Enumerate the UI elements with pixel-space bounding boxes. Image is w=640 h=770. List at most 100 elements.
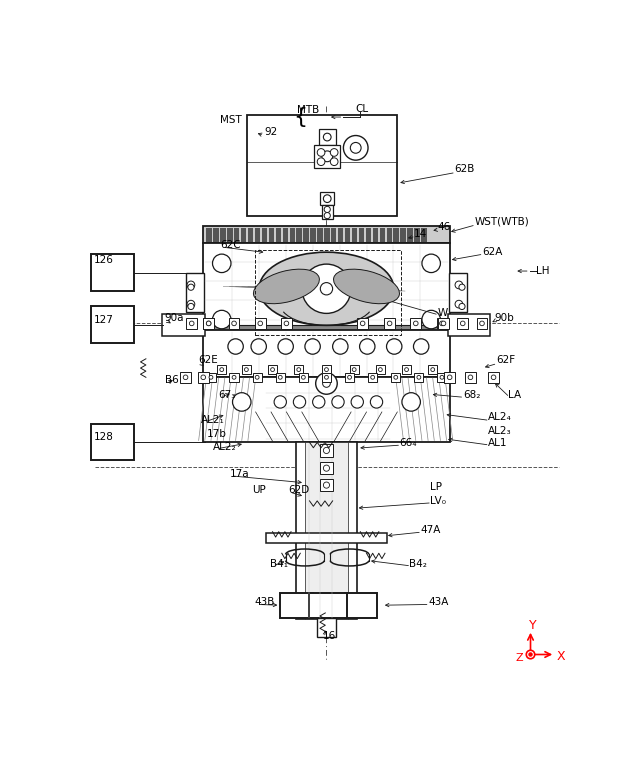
Circle shape: [188, 284, 194, 290]
Circle shape: [228, 339, 243, 354]
Text: 127: 127: [94, 315, 114, 324]
Circle shape: [301, 375, 305, 379]
Circle shape: [330, 158, 338, 166]
Text: 46: 46: [437, 223, 451, 232]
Circle shape: [352, 367, 356, 371]
Bar: [228, 318, 239, 329]
Bar: [213, 228, 219, 242]
Text: 67₃: 67₃: [219, 390, 236, 400]
Circle shape: [447, 375, 452, 380]
Circle shape: [317, 149, 325, 156]
Bar: [269, 228, 274, 242]
Bar: [204, 377, 450, 442]
Text: 66₄: 66₄: [399, 438, 417, 447]
Circle shape: [324, 367, 328, 371]
Bar: [289, 228, 295, 242]
Circle shape: [232, 321, 236, 326]
Circle shape: [459, 303, 465, 310]
Bar: [349, 365, 359, 374]
Bar: [387, 228, 392, 242]
Circle shape: [422, 254, 440, 273]
Bar: [255, 228, 260, 242]
Circle shape: [394, 375, 397, 379]
Circle shape: [360, 321, 365, 326]
Bar: [180, 372, 191, 383]
Circle shape: [316, 373, 337, 394]
Circle shape: [387, 321, 392, 326]
Bar: [488, 372, 499, 383]
Bar: [331, 228, 337, 242]
Bar: [465, 372, 476, 383]
Text: AL2₄: AL2₄: [488, 413, 512, 422]
Bar: [357, 318, 368, 329]
Text: 68₂: 68₂: [463, 390, 480, 400]
Bar: [220, 228, 225, 242]
Circle shape: [480, 321, 484, 326]
Circle shape: [371, 396, 383, 408]
Bar: [310, 228, 316, 242]
Bar: [276, 228, 281, 242]
Bar: [283, 228, 288, 242]
Bar: [296, 228, 302, 242]
Circle shape: [413, 321, 418, 326]
Bar: [281, 318, 292, 329]
Circle shape: [297, 367, 301, 371]
Text: 17b: 17b: [206, 429, 226, 438]
Circle shape: [422, 310, 440, 329]
Bar: [91, 306, 134, 343]
Circle shape: [460, 321, 465, 326]
Text: 17a: 17a: [230, 469, 249, 478]
Circle shape: [323, 482, 330, 488]
Bar: [380, 228, 385, 242]
Bar: [320, 192, 334, 205]
Bar: [414, 228, 420, 242]
Circle shape: [526, 650, 535, 659]
Ellipse shape: [333, 270, 399, 303]
Circle shape: [455, 281, 463, 289]
Text: 47A: 47A: [420, 525, 441, 534]
Bar: [276, 373, 285, 382]
Text: 62A: 62A: [482, 247, 502, 256]
Circle shape: [278, 375, 282, 379]
Text: WST(WTB): WST(WTB): [474, 217, 529, 226]
Bar: [317, 228, 323, 242]
Circle shape: [258, 321, 262, 326]
Circle shape: [431, 367, 435, 371]
Bar: [299, 373, 308, 382]
Circle shape: [320, 283, 333, 295]
Circle shape: [212, 254, 231, 273]
Bar: [436, 318, 447, 329]
Bar: [365, 228, 371, 242]
Bar: [206, 373, 216, 382]
Bar: [320, 444, 333, 457]
Bar: [345, 373, 354, 382]
Bar: [303, 228, 308, 242]
Text: LV₀: LV₀: [431, 496, 447, 505]
Circle shape: [330, 149, 338, 156]
Bar: [230, 373, 239, 382]
Bar: [308, 593, 348, 618]
Text: LA: LA: [508, 390, 522, 400]
Text: 62D: 62D: [288, 485, 309, 494]
Circle shape: [529, 653, 532, 656]
Circle shape: [274, 396, 287, 408]
Circle shape: [189, 321, 194, 326]
Text: X: X: [557, 650, 565, 662]
Bar: [410, 318, 421, 329]
Bar: [376, 365, 385, 374]
Bar: [338, 228, 344, 242]
Circle shape: [468, 375, 473, 380]
Bar: [384, 318, 395, 329]
Bar: [204, 243, 450, 326]
Circle shape: [312, 396, 325, 408]
Circle shape: [459, 284, 465, 290]
Bar: [345, 228, 350, 242]
Ellipse shape: [259, 252, 394, 325]
Text: 14: 14: [414, 229, 428, 239]
Bar: [438, 318, 449, 329]
Bar: [262, 228, 267, 242]
Circle shape: [302, 264, 351, 313]
Text: 62B: 62B: [454, 165, 475, 174]
Circle shape: [317, 158, 325, 166]
Bar: [242, 365, 251, 374]
